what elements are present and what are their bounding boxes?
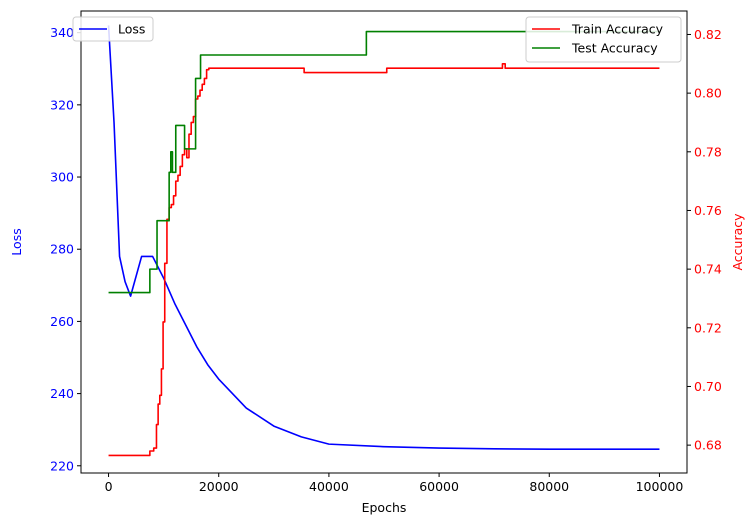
- x-tick-label: 40000: [309, 479, 349, 494]
- right-y-tick-label: 0.82: [694, 27, 722, 42]
- left-y-axis: 220 240 260 280 300 320 340: [50, 25, 81, 473]
- series-line-train-accuracy: [108, 63, 660, 457]
- right-y-tick-label: 0.76: [694, 203, 722, 218]
- right-y-axis-label: Accuracy: [730, 213, 745, 271]
- x-tick-label: 20000: [199, 479, 239, 494]
- right-y-axis: 0.68 0.70 0.72 0.74 0.76 0.78 0.80 0.82: [687, 27, 722, 453]
- legend-label-train-accuracy: Train Accuracy: [571, 22, 664, 37]
- left-y-tick-label: 340: [50, 25, 74, 40]
- legend-left-box: [72, 16, 154, 42]
- x-tick-label: 100000: [636, 479, 684, 494]
- left-y-tick-label: 300: [50, 170, 74, 185]
- legend-label-loss: Loss: [118, 22, 145, 37]
- legend-label-test-accuracy: Test Accuracy: [571, 41, 658, 56]
- x-tick-label: 60000: [419, 479, 459, 494]
- right-y-tick-label: 0.70: [694, 379, 722, 394]
- left-y-tick-label: 280: [50, 242, 74, 257]
- x-axis: 0 20000 40000 60000 80000 100000: [105, 473, 684, 494]
- legend-right-box: [525, 16, 682, 63]
- right-y-tick-label: 0.80: [694, 86, 722, 101]
- left-y-tick-label: 320: [50, 97, 74, 112]
- right-y-tick-label: 0.74: [694, 262, 722, 277]
- x-axis-label: Epochs: [362, 500, 407, 515]
- right-y-tick-label: 0.78: [694, 144, 722, 159]
- series-line-test-accuracy: [108, 30, 660, 294]
- left-y-tick-label: 260: [50, 314, 74, 329]
- legend-left: Loss: [72, 16, 154, 42]
- plot-frame: [80, 10, 688, 474]
- x-tick-label: 80000: [529, 479, 569, 494]
- right-y-tick-label: 0.72: [694, 320, 722, 335]
- left-y-tick-label: 220: [50, 458, 74, 473]
- left-y-axis-label: Loss: [9, 228, 24, 255]
- series-line-loss: [107, 25, 660, 450]
- right-y-tick-label: 0.68: [694, 438, 722, 453]
- x-tick-label: 0: [105, 479, 113, 494]
- left-y-tick-label: 240: [50, 386, 74, 401]
- plot-lines: [107, 25, 660, 457]
- legend-right: Train Accuracy Test Accuracy: [525, 16, 682, 63]
